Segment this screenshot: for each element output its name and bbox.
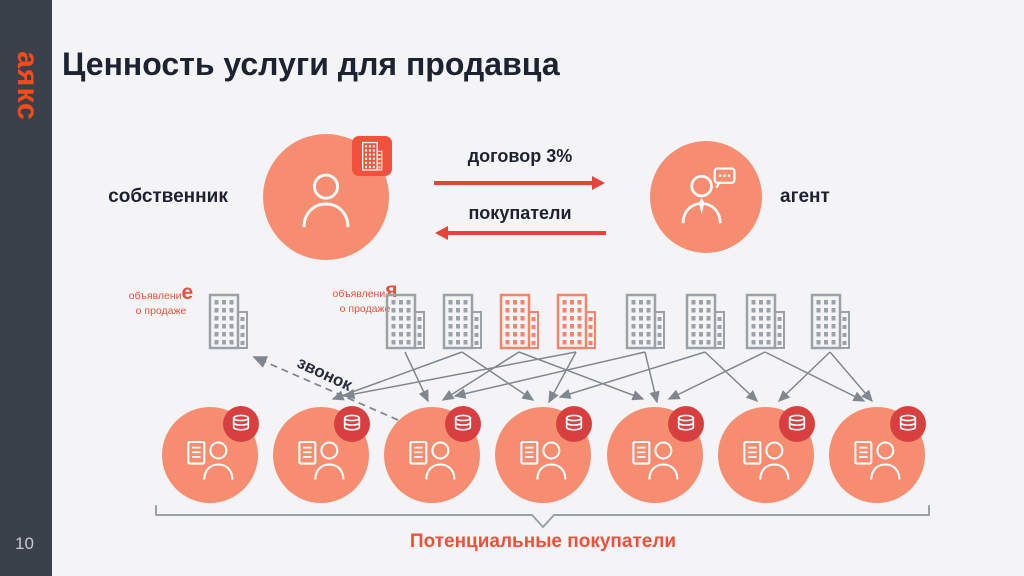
building-icon [623,292,667,350]
owner-label: собственник [108,186,228,207]
agent-icon [671,162,741,232]
listing-right-text: объявлени [332,288,386,300]
coins-badge [668,406,704,442]
buyer-avatar [829,406,926,503]
call-label: звонок [294,352,356,395]
listing-left-subtext: о продаже [135,305,187,318]
potential-buyers-label: Потенциальные покупатели [409,531,677,552]
page-number: 10 [15,534,34,553]
listing-left-text: объявлени [128,290,182,302]
building-icon [360,141,384,171]
coins-badge [779,406,815,442]
building-icon [440,292,484,350]
contract-arrow-right-icon [434,176,605,190]
brand-logo: аякс [11,51,44,121]
coins-icon [786,413,808,435]
buyers-arrow-label: покупатели [468,203,572,223]
buyer-avatar [384,406,481,503]
sidebar: аякс 10 [0,0,52,576]
building-icon [497,292,541,350]
coins-badge [445,406,481,442]
building-icon [683,292,727,350]
contract-arrow-label: договор 3% [467,146,573,166]
buyers-arrow-left-icon [435,226,606,240]
building-icon [743,292,787,350]
buyers-bracket [155,505,930,528]
buyer-avatar [273,406,370,503]
coins-icon [452,413,474,435]
listing-badge [352,136,392,176]
buyer-avatar [607,406,704,503]
buyer-avatar [495,406,592,503]
page-title: Ценность услуги для продавца [62,46,560,82]
coins-badge [334,406,370,442]
coins-icon [563,413,585,435]
coins-icon [897,413,919,435]
building-icon [554,292,598,350]
building-icon [383,292,427,350]
coins-badge [556,406,592,442]
listing-label-left: объявление о продаже [114,280,208,318]
coins-icon [341,413,363,435]
buyer-avatar [718,406,815,503]
listing-right-subtext: о продаже [339,303,391,316]
agent-label: агент [780,186,830,207]
building-icon [206,292,250,350]
owner-avatar [263,134,392,260]
coins-icon [675,413,697,435]
coins-badge [890,406,926,442]
agent-avatar [650,141,762,253]
listing-left-big-letter: е [181,281,194,304]
building-icon [808,292,852,350]
coins-badge [223,406,259,442]
coins-icon [230,413,252,435]
buyer-avatar [162,406,259,503]
